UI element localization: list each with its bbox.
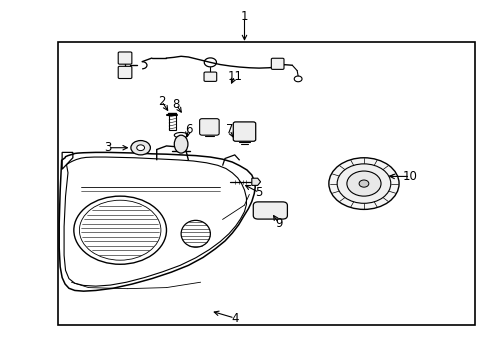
- Circle shape: [358, 180, 368, 187]
- FancyBboxPatch shape: [203, 72, 216, 81]
- Text: 3: 3: [104, 141, 111, 154]
- Circle shape: [328, 158, 398, 210]
- Text: 10: 10: [402, 170, 417, 183]
- Text: 1: 1: [240, 10, 248, 23]
- Circle shape: [137, 145, 144, 150]
- FancyBboxPatch shape: [118, 52, 132, 64]
- Text: 5: 5: [255, 186, 262, 199]
- FancyBboxPatch shape: [118, 66, 132, 78]
- Circle shape: [346, 171, 380, 196]
- Bar: [58, 42, 474, 325]
- FancyBboxPatch shape: [253, 202, 287, 219]
- Circle shape: [336, 164, 390, 203]
- Text: 4: 4: [230, 311, 238, 325]
- FancyBboxPatch shape: [199, 119, 219, 135]
- Text: 11: 11: [227, 69, 242, 82]
- Circle shape: [131, 140, 150, 155]
- Polygon shape: [251, 178, 260, 185]
- FancyBboxPatch shape: [233, 122, 255, 141]
- Ellipse shape: [174, 135, 187, 153]
- Text: 7: 7: [225, 123, 233, 136]
- FancyBboxPatch shape: [271, 58, 284, 69]
- Text: 8: 8: [172, 98, 180, 111]
- Text: 9: 9: [274, 216, 282, 230]
- Bar: [168, 116, 175, 130]
- Text: 6: 6: [184, 123, 192, 136]
- Text: 2: 2: [158, 95, 165, 108]
